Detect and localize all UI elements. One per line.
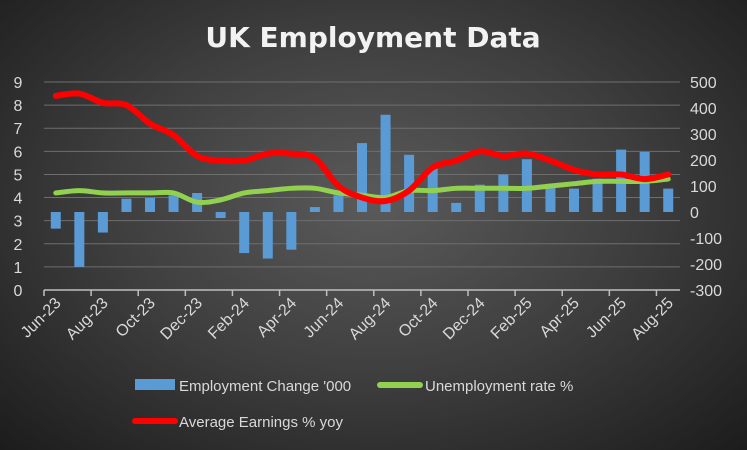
employment-bar <box>569 188 579 212</box>
employment-bar <box>545 186 556 212</box>
left-axis-tick-label: 2 <box>14 237 23 254</box>
left-axis-tick-label: 5 <box>14 167 23 184</box>
employment-bar <box>474 184 485 212</box>
employment-bar <box>498 174 509 212</box>
employment-bar <box>121 198 132 212</box>
right-axis-tick-label: -100 <box>690 231 722 248</box>
left-axis-tick-label: 4 <box>14 191 23 208</box>
x-axis-tick-label: Dec-24 <box>440 295 489 344</box>
right-axis-tick-label: -300 <box>690 283 722 300</box>
x-axis-tick-label: Feb-25 <box>488 295 536 343</box>
employment-bar <box>521 159 532 212</box>
employment-bar <box>262 212 273 259</box>
employment-bar <box>239 212 250 254</box>
right-axis-tick-label: 300 <box>690 127 717 144</box>
right-axis-tick-label: -200 <box>690 257 722 274</box>
employment-bar <box>97 212 108 233</box>
legend-item-earnings: Average Earnings % yoy <box>132 414 343 431</box>
left-axis-tick-label: 6 <box>14 144 23 161</box>
left-axis-tick-label: 8 <box>14 98 23 115</box>
right-axis-tick-label: 100 <box>690 179 717 196</box>
x-axis-tick-label: Aug-24 <box>346 295 395 344</box>
employment-bar <box>663 188 674 212</box>
employment-bar <box>333 195 344 212</box>
legend-label: Employment Change '000 <box>179 378 351 395</box>
left-axis-tick-label: 3 <box>14 214 23 231</box>
x-axis-tick-label: Jun-25 <box>583 295 630 342</box>
employment-bar <box>357 143 367 212</box>
employment-bar <box>145 197 155 212</box>
left-axis-tick-label: 1 <box>14 260 23 277</box>
employment-bar <box>451 202 462 212</box>
x-axis-tick-label: Apr-24 <box>254 295 300 341</box>
employment-bar <box>215 212 226 218</box>
legend: Employment Change '000 Unemployment rate… <box>132 378 573 431</box>
employment-bar <box>168 195 179 212</box>
employment-bar <box>286 212 297 250</box>
x-axis-tick-label: Aug-23 <box>63 295 112 344</box>
employment-bar <box>74 212 85 267</box>
earnings-line <box>52 90 672 205</box>
x-axis-tick-label: Oct-23 <box>113 295 159 341</box>
legend-label: Average Earnings % yoy <box>179 414 343 431</box>
legend-swatch-bar <box>135 379 175 390</box>
right-axis-tick-label: 0 <box>690 205 699 222</box>
x-axis-tick-label: Apr-25 <box>537 295 583 341</box>
right-axis-tick-label: 400 <box>690 101 717 118</box>
x-axis-tick-label: Dec-23 <box>157 295 206 344</box>
x-axis-tick-label: Feb-24 <box>205 295 253 343</box>
legend-item-employment: Employment Change '000 <box>135 378 351 395</box>
left-axis-tick-label: 0 <box>14 283 23 300</box>
legend-label: Unemployment rate % <box>425 378 573 395</box>
left-axis-tick-label: 9 <box>14 75 23 92</box>
x-axis-tick-label: Jun-23 <box>18 295 65 342</box>
x-axis-tick-label: Oct-24 <box>396 295 442 341</box>
employment-bar <box>309 207 320 212</box>
legend-item-unemployment: Unemployment rate % <box>377 378 573 395</box>
line-series <box>52 90 672 206</box>
axes: 0 1 2 3 4 5 6 7 8 9 -300 -200 -100 0 100 200 300 400 500 Ju… <box>14 75 723 343</box>
employment-bar <box>50 212 61 229</box>
employment-bar <box>592 178 603 212</box>
x-axis-tick-label: Jun-24 <box>301 295 348 342</box>
employment-bar <box>380 114 391 212</box>
x-axis-tick-label: Aug-25 <box>629 295 678 344</box>
left-axis-tick-label: 7 <box>14 121 23 138</box>
right-axis-tick-label: 200 <box>690 153 717 170</box>
right-axis-tick-label: 500 <box>690 75 717 92</box>
chart-title: UK Employment Data <box>205 21 540 54</box>
employment-bar <box>404 154 415 212</box>
